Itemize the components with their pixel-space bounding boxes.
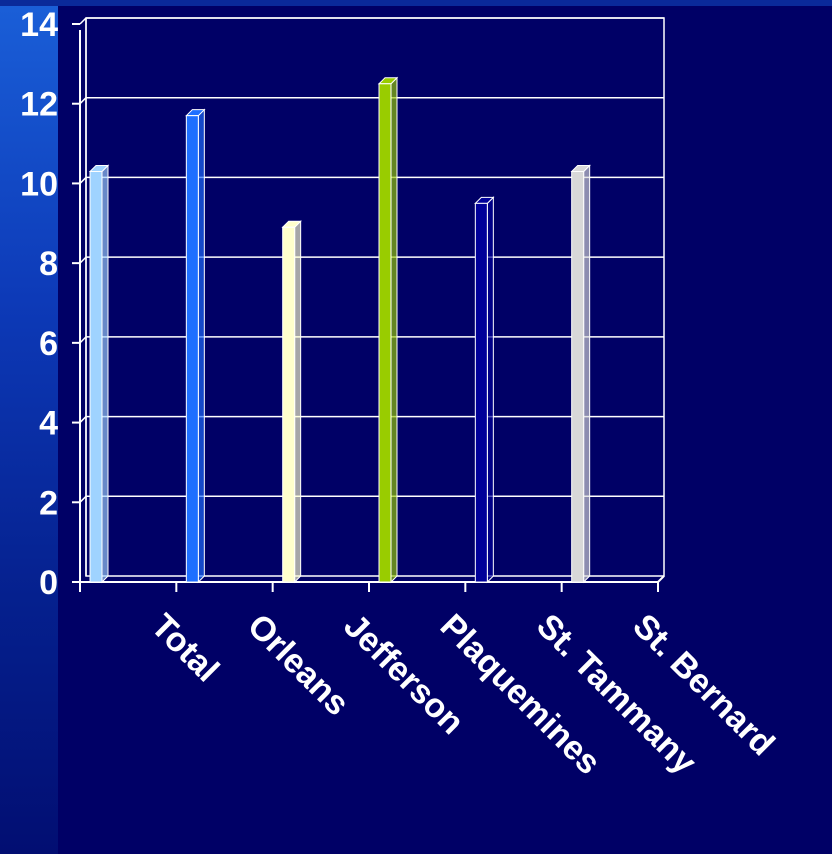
x-axis-depth xyxy=(657,575,665,583)
bar-side xyxy=(101,164,109,584)
bar-side xyxy=(583,164,591,584)
bar xyxy=(185,115,199,583)
bar-side xyxy=(294,220,302,584)
y-tick-label: 2 xyxy=(39,484,58,522)
left-gradient-edge xyxy=(0,0,58,854)
x-tick-label: Orleans xyxy=(240,607,356,723)
y-tick-label: 4 xyxy=(39,405,58,443)
bars xyxy=(88,76,591,584)
bar-total xyxy=(88,164,110,584)
gridlines xyxy=(79,17,665,577)
y-tick-label: 10 xyxy=(20,165,58,203)
axes xyxy=(72,18,665,592)
bar-orleans xyxy=(185,108,206,584)
y-tick-label: 0 xyxy=(39,564,58,602)
gridline-join xyxy=(79,17,87,25)
y-tick-label: 6 xyxy=(39,325,58,363)
y-tick-label: 12 xyxy=(20,86,58,124)
bar-plaquemines xyxy=(377,76,399,584)
bar xyxy=(89,170,103,583)
bar-side xyxy=(197,108,205,584)
y-tick-label: 14 xyxy=(20,6,58,44)
bar xyxy=(571,170,585,583)
x-tick-label: Total xyxy=(144,607,227,690)
bar xyxy=(474,202,488,583)
bar xyxy=(378,83,392,583)
bar-st-tammany xyxy=(474,196,495,584)
bar-st-bernard xyxy=(570,164,591,584)
bar-side xyxy=(390,76,398,584)
top-edge xyxy=(0,0,832,6)
bar-side xyxy=(486,196,494,584)
y-tick-labels: 0 2 4 6 8 10 12 14 xyxy=(20,6,58,602)
bar xyxy=(282,226,296,583)
bar-jefferson xyxy=(281,220,302,584)
y-tick-label: 8 xyxy=(39,245,58,283)
